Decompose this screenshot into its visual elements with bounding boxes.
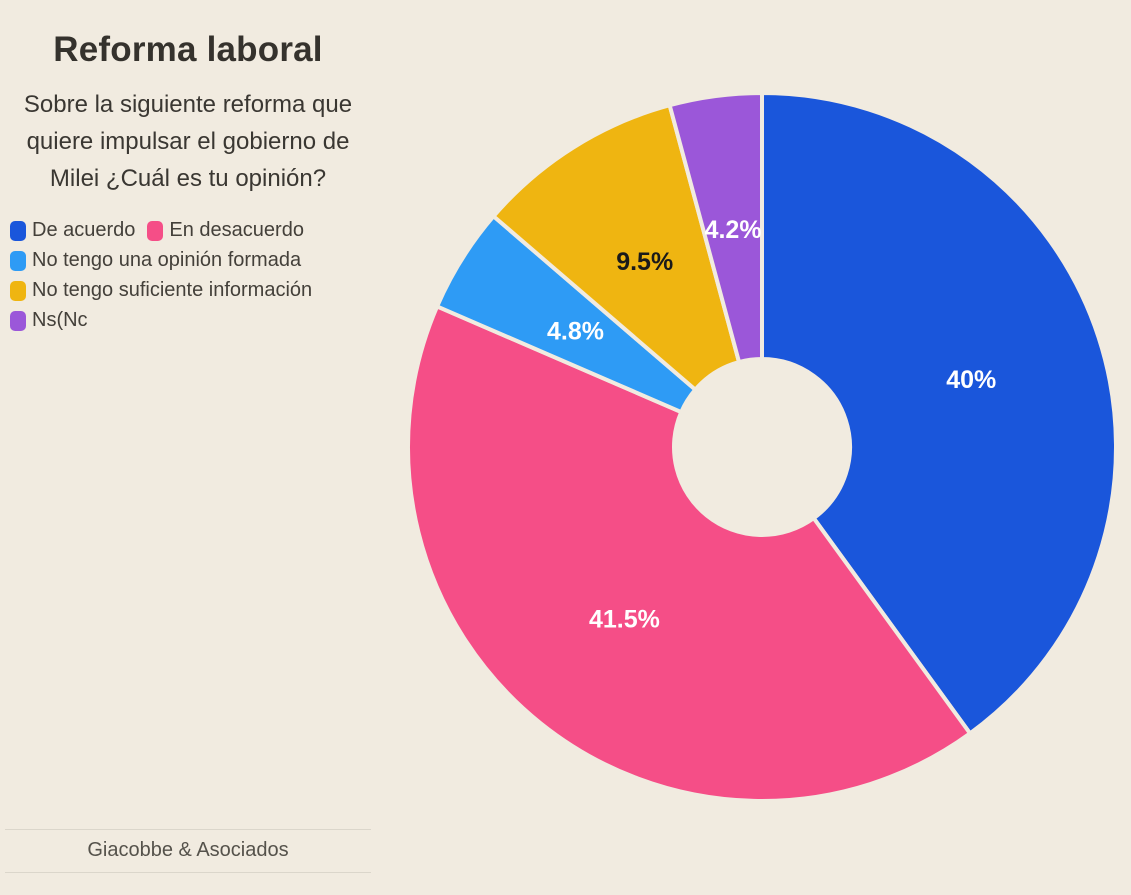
legend-item-no-tengo-una-opinion-formada[interactable]: No tengo una opinión formada: [10, 249, 301, 272]
pie-slice-de-acuerdo[interactable]: [760, 91, 1118, 736]
footer-divider-top: [5, 829, 371, 830]
legend-item-no-tengo-suficiente-informacion[interactable]: No tengo suficiente información: [10, 279, 312, 302]
legend-item-ns-nc[interactable]: Ns(Nc: [10, 309, 88, 332]
legend-swatch-ns-nc: [10, 310, 26, 331]
legend-swatch-no-tengo-suficiente-informacion: [10, 280, 26, 301]
legend-label: No tengo una opinión formada: [32, 249, 302, 271]
legend-swatch-de-acuerdo: [10, 220, 26, 241]
chart-title: Reforma laboral: [53, 30, 323, 69]
left-panel: Reforma laboral Sobre la siguiente refor…: [5, 0, 371, 895]
footer-divider-bottom: [5, 872, 371, 873]
pie-slice-en-desacuerdo[interactable]: [406, 304, 973, 803]
pie-slices-group: [406, 91, 1118, 803]
legend-swatch-no-tengo-una-opinion-formada: [10, 250, 26, 271]
footer: Giacobbe & Asociados: [5, 829, 371, 873]
legend: De acuerdo En desacuerdo No tengo una opin…: [5, 219, 365, 332]
legend-label: En desacuerdo: [169, 219, 304, 241]
legend-label: No tengo suficiente información: [32, 279, 313, 301]
legend-item-de-acuerdo[interactable]: De acuerdo: [10, 219, 135, 242]
legend-label: De acuerdo: [32, 219, 136, 241]
legend-item-en-desacuerdo[interactable]: En desacuerdo: [147, 219, 304, 242]
legend-label: Ns(Nc: [32, 309, 88, 331]
chart-subtitle: Sobre la siguiente reforma que quiere im…: [23, 91, 353, 192]
source-attribution: Giacobbe & Asociados: [87, 839, 289, 861]
pie-slice-no-tengo-suficiente-informacion[interactable]: [491, 103, 742, 392]
legend-swatch-en-desacuerdo: [147, 220, 164, 241]
pie-slice-ns-nc[interactable]: [667, 91, 764, 365]
